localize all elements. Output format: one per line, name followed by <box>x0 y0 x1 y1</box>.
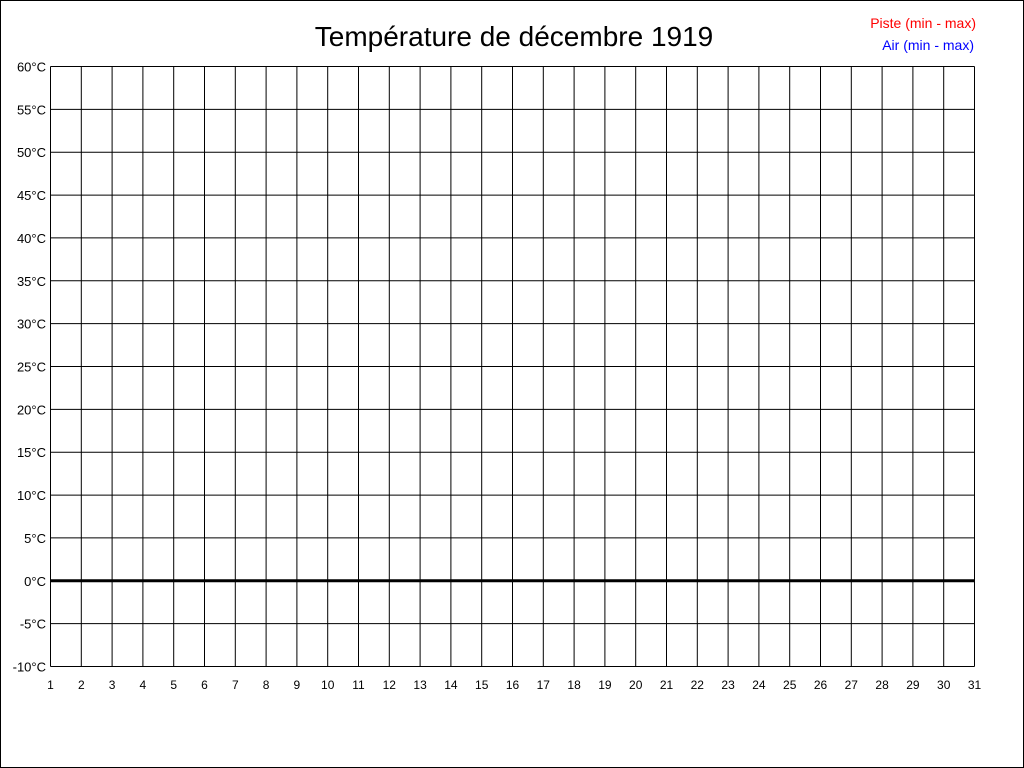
y-tick-label: 0°C <box>24 574 46 589</box>
x-tick-label: 17 <box>537 678 551 692</box>
x-tick-label: 13 <box>413 678 427 692</box>
chart-title: Température de décembre 1919 <box>315 21 713 52</box>
x-tick-label: 3 <box>109 678 116 692</box>
x-tick-label: 18 <box>567 678 581 692</box>
x-tick-label: 5 <box>170 678 177 692</box>
y-tick-label: 20°C <box>17 402 46 417</box>
y-tick-label: 45°C <box>17 188 46 203</box>
y-tick-label: 50°C <box>17 145 46 160</box>
x-tick-label: 29 <box>906 678 920 692</box>
x-tick-label: 30 <box>937 678 951 692</box>
x-tick-label: 19 <box>598 678 612 692</box>
x-tick-label: 20 <box>629 678 643 692</box>
x-tick-label: 15 <box>475 678 489 692</box>
legend-air: Air (min - max) <box>882 37 974 53</box>
x-tick-label: 4 <box>140 678 147 692</box>
x-tick-label: 12 <box>383 678 397 692</box>
y-tick-label: 35°C <box>17 274 46 289</box>
x-tick-label: 2 <box>78 678 85 692</box>
x-tick-label: 26 <box>814 678 828 692</box>
x-tick-label: 14 <box>444 678 458 692</box>
x-tick-label: 22 <box>691 678 705 692</box>
x-tick-label: 9 <box>294 678 301 692</box>
x-tick-label: 8 <box>263 678 270 692</box>
x-tick-label: 7 <box>232 678 239 692</box>
y-tick-label: 30°C <box>17 317 46 332</box>
y-tick-label: 5°C <box>24 531 46 546</box>
x-tick-label: 31 <box>968 678 982 692</box>
x-tick-label: 1 <box>47 678 54 692</box>
x-tick-label: 21 <box>660 678 674 692</box>
x-tick-label: 23 <box>721 678 735 692</box>
x-tick-label: 6 <box>201 678 208 692</box>
y-tick-label: 55°C <box>17 102 46 117</box>
x-tick-label: 24 <box>752 678 766 692</box>
x-tick-label: 10 <box>321 678 335 692</box>
x-tick-label: 16 <box>506 678 520 692</box>
x-tick-label: 11 <box>352 678 365 692</box>
y-tick-label: -10°C <box>13 660 46 675</box>
y-tick-label: 60°C <box>17 60 46 75</box>
x-tick-label: 25 <box>783 678 797 692</box>
y-tick-label: 25°C <box>17 360 46 375</box>
x-tick-label: 27 <box>845 678 859 692</box>
legend-piste: Piste (min - max) <box>870 15 976 31</box>
y-tick-label: -5°C <box>20 617 46 632</box>
y-tick-label: 15°C <box>17 445 46 460</box>
y-tick-label: 10°C <box>17 488 46 503</box>
y-tick-label: 40°C <box>17 231 46 246</box>
x-tick-label: 28 <box>875 678 889 692</box>
